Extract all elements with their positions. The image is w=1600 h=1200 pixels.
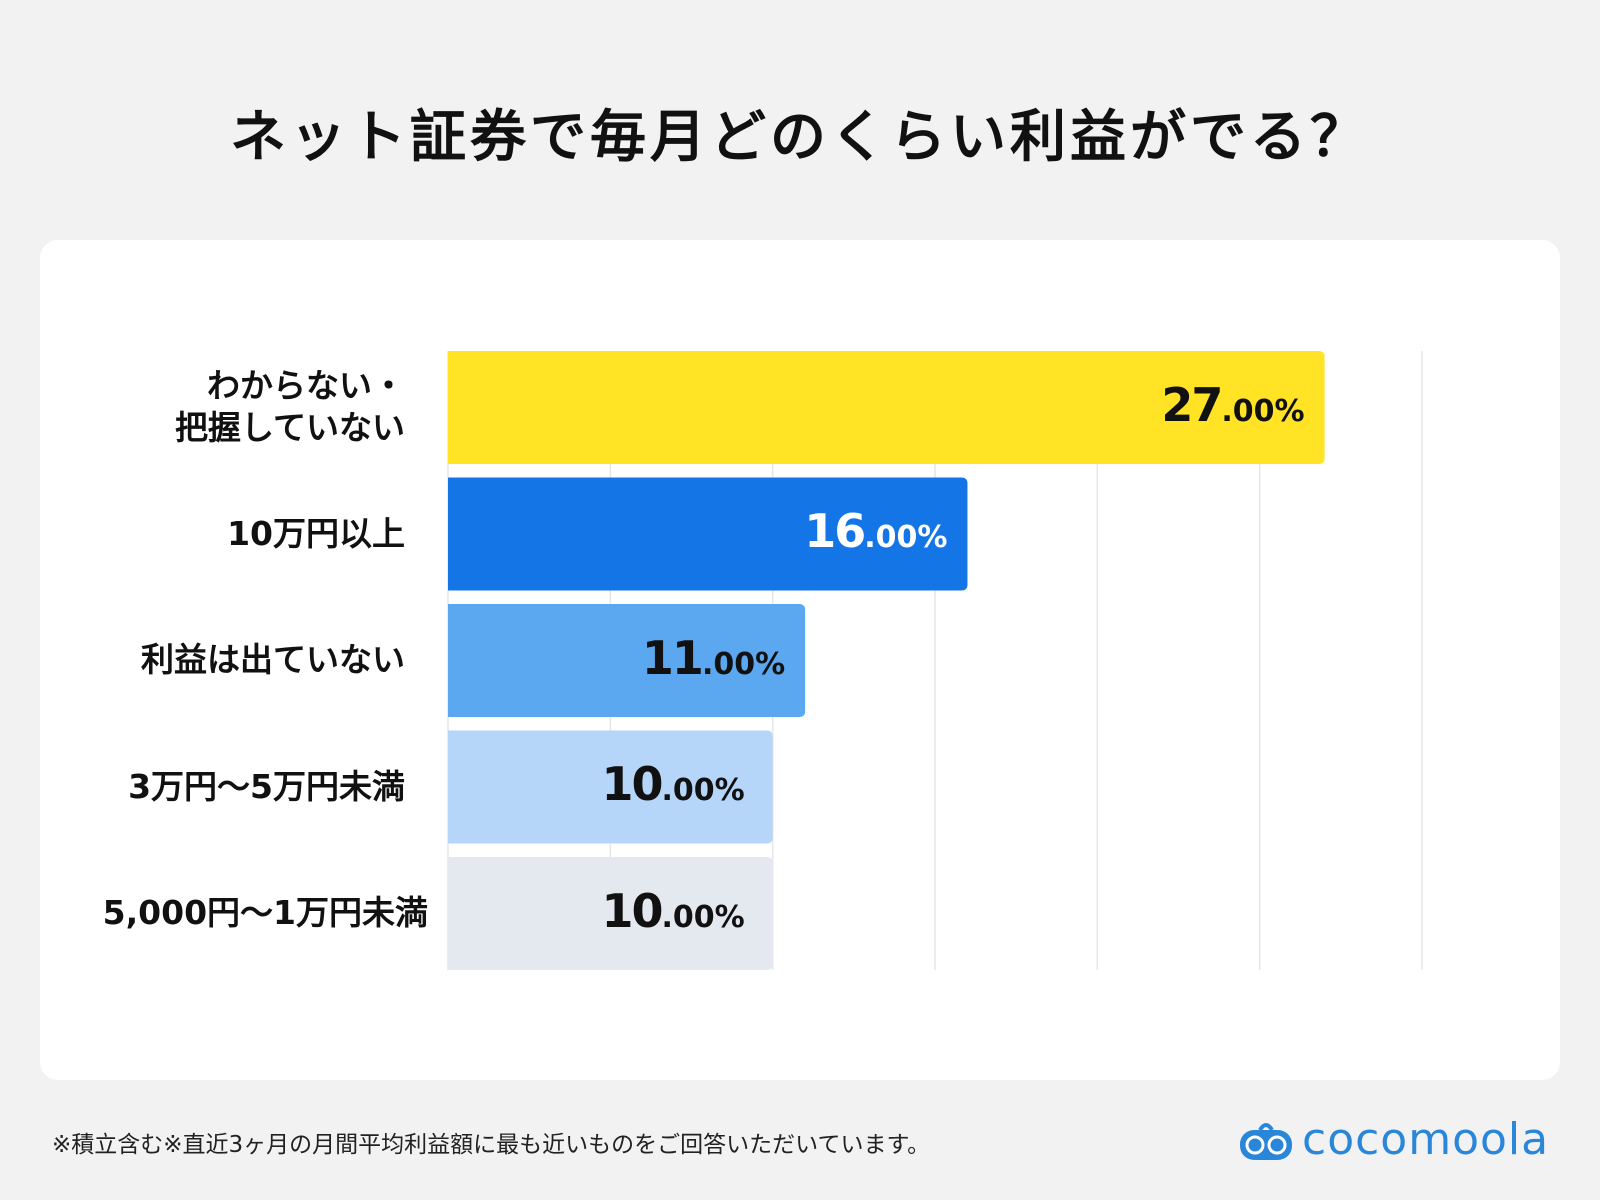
data-label: 10.00% (601, 884, 744, 938)
data-label: 11.00% (642, 631, 785, 685)
data-label-decimal: .00% (661, 899, 745, 935)
category-label: わからない・ 把握していない (174, 365, 405, 448)
category-label: 5,000円〜1万円未満 (102, 893, 428, 932)
footnote: ※積立含む※直近3ヶ月の月間平均利益額に最も近いものをご回答いただいています。 (52, 1132, 931, 1158)
data-label-integer: 10 (601, 883, 663, 938)
data-label-integer: 27 (1161, 377, 1223, 432)
bar (448, 351, 1325, 464)
data-label: 10.00% (601, 757, 744, 811)
data-label-integer: 10 (601, 757, 663, 811)
bar (448, 604, 806, 717)
data-label: 27.00% (1161, 378, 1304, 432)
data-label-integer: 16 (804, 504, 866, 558)
data-label-decimal: .00% (701, 646, 786, 682)
bar (448, 477, 968, 591)
category-label: 10万円以上 (227, 513, 405, 553)
data-label-decimal: .00% (661, 773, 745, 808)
category-label: 3万円〜5万円未満 (128, 766, 405, 806)
logo: cocomoola (1238, 1118, 1549, 1162)
bar (448, 730, 773, 844)
bar (448, 857, 773, 970)
data-label-integer: 11 (641, 630, 704, 685)
chart-title: ネット証券で毎月どのくらい利益がでる？ (230, 105, 1370, 170)
logo-icon (1240, 1123, 1292, 1160)
data-label-decimal: .00% (864, 520, 948, 555)
data-label-decimal: .00% (1221, 393, 1305, 429)
data-label: 16.00% (804, 504, 947, 558)
category-label: 利益は出ていない (141, 640, 405, 679)
logo-text: cocomoola (1302, 1114, 1550, 1165)
